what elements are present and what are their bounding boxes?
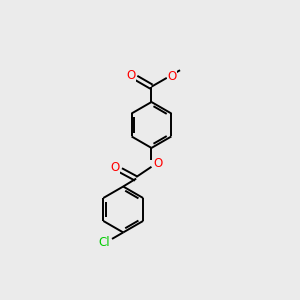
Text: O: O bbox=[126, 69, 136, 82]
Text: O: O bbox=[153, 157, 163, 170]
Text: Cl: Cl bbox=[98, 236, 110, 249]
Text: O: O bbox=[167, 70, 177, 83]
Text: O: O bbox=[110, 161, 120, 174]
